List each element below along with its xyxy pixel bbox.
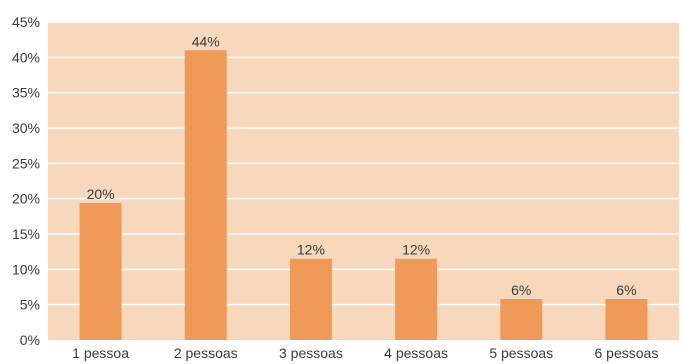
y-tick-label: 10% bbox=[12, 261, 40, 277]
x-category-label: 3 pessoas bbox=[279, 345, 343, 361]
bar bbox=[395, 258, 438, 340]
bar bbox=[500, 299, 543, 340]
data-label: 12% bbox=[402, 242, 430, 258]
y-tick-label: 30% bbox=[12, 120, 40, 136]
x-category-label: 1 pessoa bbox=[72, 345, 129, 361]
x-category-label: 2 pessoas bbox=[174, 345, 238, 361]
y-tick-label: 0% bbox=[20, 332, 40, 348]
data-labels: 20% 44% 12% 12% 6% 6% bbox=[87, 33, 637, 298]
bars bbox=[79, 50, 648, 341]
plot-background bbox=[48, 22, 679, 340]
y-axis-tick-labels: 0% 5% 10% 15% 20% 25% 30% 35% 40% 45% bbox=[12, 14, 40, 348]
bar bbox=[79, 202, 122, 340]
y-tick-label: 40% bbox=[12, 49, 40, 65]
data-label: 12% bbox=[297, 242, 325, 258]
x-axis-category-labels: 1 pessoa 2 pessoas 3 pessoas 4 pessoas 5 pes… bbox=[72, 345, 658, 361]
y-tick-label: 45% bbox=[12, 14, 40, 30]
bar bbox=[289, 258, 332, 340]
y-tick-label: 5% bbox=[20, 297, 40, 313]
x-category-label: 6 pessoas bbox=[595, 345, 659, 361]
data-label: 6% bbox=[511, 282, 531, 298]
bar bbox=[184, 50, 227, 341]
y-tick-label: 25% bbox=[12, 155, 40, 171]
y-tick-label: 35% bbox=[12, 85, 40, 101]
x-category-label: 5 pessoas bbox=[489, 345, 553, 361]
bar bbox=[605, 299, 648, 340]
x-category-label: 4 pessoas bbox=[384, 345, 448, 361]
data-label: 20% bbox=[87, 186, 115, 202]
data-label: 6% bbox=[616, 282, 636, 298]
data-label: 44% bbox=[192, 33, 220, 49]
y-tick-label: 20% bbox=[12, 191, 40, 207]
y-tick-label: 15% bbox=[12, 226, 40, 242]
gridlines bbox=[48, 21, 679, 306]
